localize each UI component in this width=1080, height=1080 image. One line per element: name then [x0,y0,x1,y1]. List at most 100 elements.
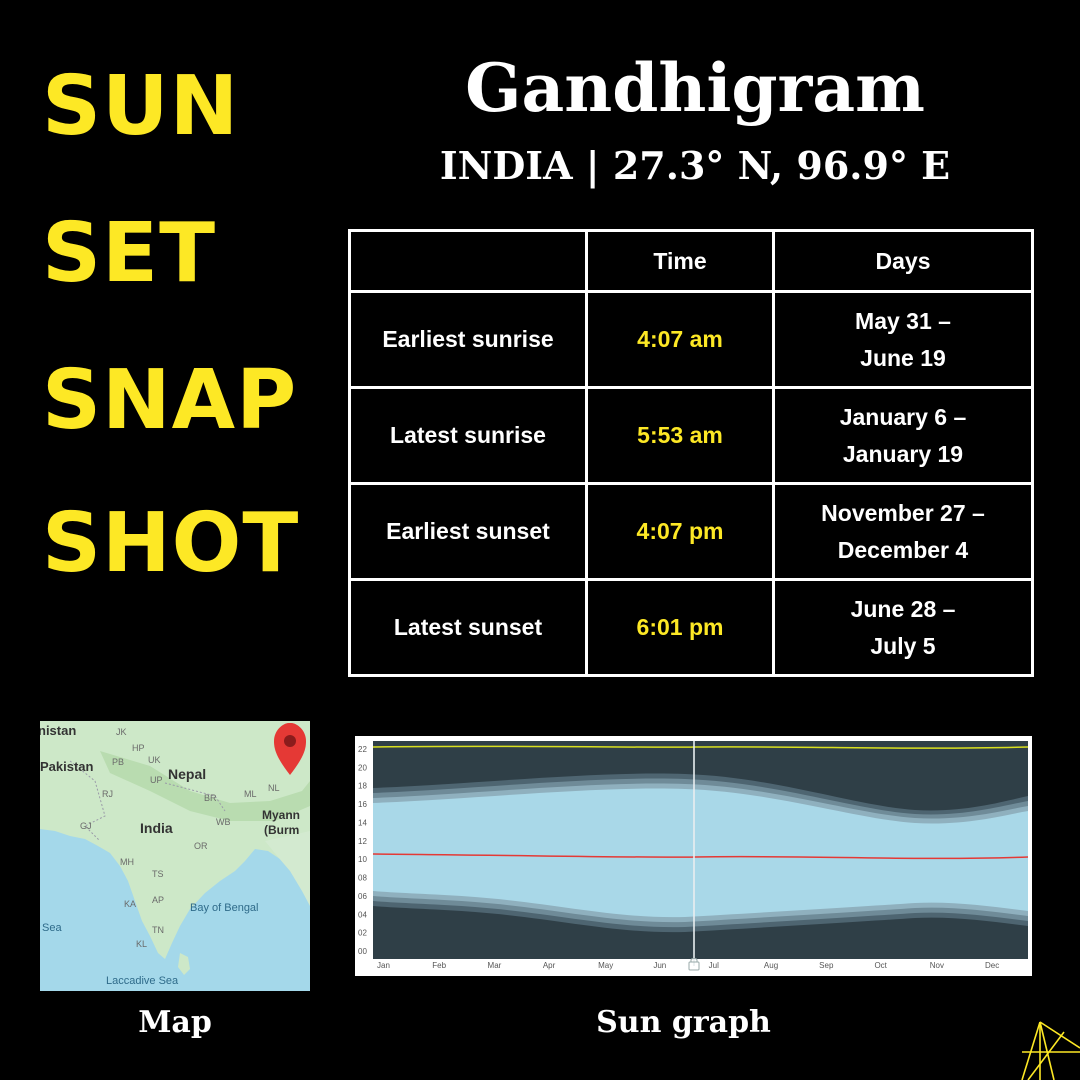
state-code: ML [244,789,257,799]
y-tick-label: 20 [358,763,367,772]
y-tick-label: 10 [358,855,367,864]
row-time: 5:53 am [585,386,775,485]
row-days-line1: June 28 – [850,595,956,622]
row-days-line2: July 5 [870,632,936,659]
row-days-line1: November 27 – [821,499,985,526]
row-days: May 31 – June 19 [772,290,1034,389]
y-tick-label: 18 [358,782,367,791]
landmass-east [265,831,310,906]
row-days: November 27 – December 4 [772,482,1034,581]
row-time: 6:01 pm [585,578,775,677]
lock-icon [688,958,700,971]
himalaya-band [100,751,310,821]
state-code: GJ [80,821,92,831]
y-tick-label: 14 [358,818,367,827]
x-tick-label: Mar [488,961,502,970]
y-tick-label: 12 [358,837,367,846]
row-days-line1: May 31 – [855,307,951,334]
state-code: RJ [102,789,113,799]
x-tick-label: Dec [985,961,999,970]
x-axis-ticks: Jan Feb Mar Apr May Jun Jul Aug Sep Oct Nov Dec [377,961,999,970]
map-svg: nistan Pakistan Nepal India Myann (Burm … [40,721,310,991]
x-tick-label: Jun [653,961,666,970]
sun-graph-caption: Sun graph [596,1005,771,1040]
map-label-sea: Sea [42,922,62,934]
map-label-country-top: nistan [40,723,76,738]
y-tick-label: 16 [358,800,367,809]
side-word-sun: SUN [42,59,240,154]
location-title: Gandhigram [465,49,925,127]
map-label-myanmar: Myann [262,808,300,822]
brand-logo-icon [1021,1021,1080,1080]
row-days: January 6 – January 19 [772,386,1034,485]
x-tick-label: Sep [819,961,834,970]
state-code: OR [194,841,208,851]
state-code: JK [116,727,127,737]
table-header-row: Time Days [348,229,1034,293]
state-code: HP [132,743,145,753]
sun-times-table: Time Days Earliest sunrise 4:07 am May 3… [348,229,1034,677]
column-header-days: Days [772,229,1034,293]
map-label-pakistan: Pakistan [40,759,94,774]
y-axis-ticks: 22 20 18 16 14 12 10 08 06 04 02 00 [358,745,367,956]
column-header-time: Time [585,229,775,293]
state-code: TS [152,869,164,879]
map-label-laccadive: Laccadive Sea [106,975,179,987]
map-label-bay: Bay of Bengal [190,902,259,914]
table-row: Earliest sunrise 4:07 am May 31 – June 19 [348,290,1034,389]
state-code: KL [136,939,147,949]
row-time: 4:07 am [585,290,775,389]
table-row: Latest sunset 6:01 pm June 28 – July 5 [348,578,1034,677]
row-time: 4:07 pm [585,482,775,581]
state-code: AP [152,895,164,905]
side-word-snap: SNAP [42,353,298,448]
state-code: TN [152,925,164,935]
table-row: Latest sunrise 5:53 am January 6 – Januar… [348,386,1034,485]
state-codes: JK PB UK UP RJ GJ MH TS KA AP TN KL OR B… [80,727,280,949]
x-tick-label: Apr [543,961,556,970]
y-tick-label: 22 [358,745,367,754]
state-code: MH [120,857,134,867]
y-tick-label: 06 [358,892,367,901]
y-tick-label: 08 [358,874,367,883]
row-days-line2: June 19 [860,344,946,371]
map-caption: Map [138,1005,212,1040]
side-word-set: SET [42,206,217,301]
x-tick-label: Feb [432,961,446,970]
state-code: BR [204,793,217,803]
map-label-myanmar-2: (Burm [264,823,299,837]
nepal-border [164,782,226,812]
map-label-nepal: Nepal [168,766,206,782]
india-border [69,760,106,842]
y-tick-label: 00 [358,947,367,956]
map-label-india: India [140,820,173,836]
row-label: Earliest sunset [348,482,588,581]
x-tick-label: Jan [377,961,390,970]
state-code: NL [268,783,280,793]
state-code: PB [112,757,124,767]
midnight-line [372,745,1029,749]
location-pin-icon [274,723,306,775]
sun-graph-svg: 22 20 18 16 14 12 10 08 06 04 02 00 Jan Feb Mar Apr May… [355,736,1032,976]
sun-graph: 22 20 18 16 14 12 10 08 06 04 02 00 Jan Feb Mar Apr May… [355,736,1032,976]
side-word-shot: SHOT [42,496,300,591]
solar-noon-line [372,853,1029,860]
x-tick-label: Aug [764,961,778,970]
state-code: UK [148,755,161,765]
state-code: KA [124,899,136,909]
table-row: Earliest sunset 4:07 pm November 27 – Dec… [348,482,1034,581]
column-header-blank [348,229,588,293]
location-subtitle: INDIA | 27.3° N, 96.9° E [439,143,951,188]
daylight-area [373,788,1028,918]
row-days-line2: December 4 [837,536,969,563]
state-code: UP [150,775,163,785]
row-days-line1: January 6 – [839,403,967,430]
x-tick-label: Oct [874,961,887,970]
row-label: Latest sunrise [348,386,588,485]
y-tick-label: 02 [358,929,367,938]
x-tick-label: Jul [709,961,719,970]
location-map[interactable]: nistan Pakistan Nepal India Myann (Burm … [40,721,310,991]
state-code: WB [216,817,231,827]
y-tick-label: 04 [358,910,367,919]
sri-lanka [178,953,190,975]
